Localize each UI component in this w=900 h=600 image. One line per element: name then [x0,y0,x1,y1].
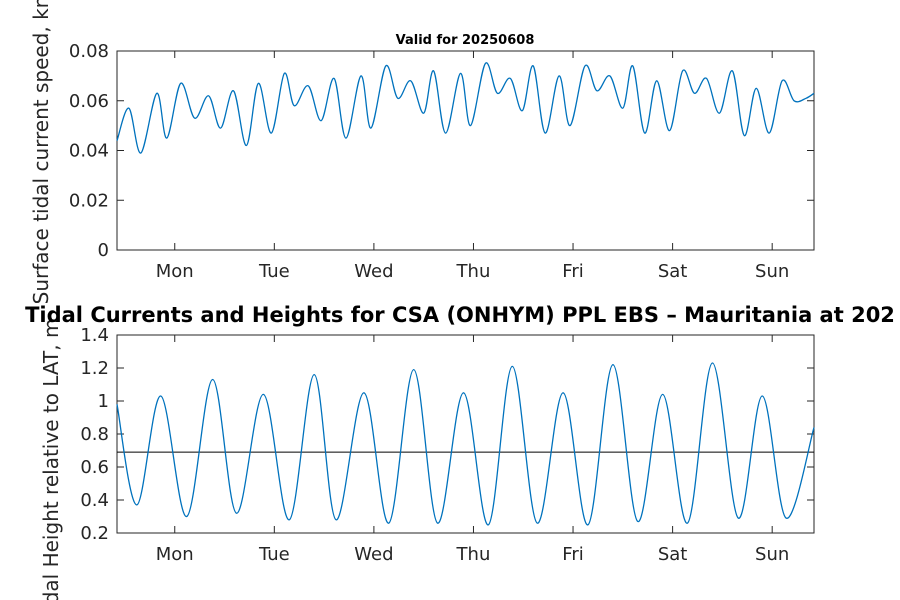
current-speed-title: Valid for 20250608 [396,33,535,48]
current-speed-series-line [116,62,815,154]
tidal-height-xtick-label: Fri [562,544,583,565]
current-speed-series [116,62,815,154]
current-speed-xtick-label: Sun [755,261,789,282]
current-speed-ytick-label: 0 [98,240,109,261]
tidal-height-ytick-label: 1.2 [80,358,109,379]
tidal-height-xtick-label: Thu [456,544,491,565]
current-speed-ylabel: Surface tidal current speed, kn [29,0,53,304]
current-speed-panel: 0 0.02 0.04 0.06 0.08 Mon Tue Wed Thu Fri Sat Sun V… [29,0,815,304]
current-speed-ytick-label: 0.02 [69,190,109,211]
tidal-height-xtick-label: Wed [354,544,393,565]
current-speed-ytick-label: 0.08 [69,41,109,62]
tidal-height-xtick-label: Mon [156,544,194,565]
current-speed-xtick-label: Mon [156,261,194,282]
tidal-height-plot-area [116,334,815,534]
tidal-height-xtick-label: Sat [658,544,688,565]
tidal-height-ytick-label: 0.6 [80,457,109,478]
current-speed-xtick-label: Tue [258,261,290,282]
tidal-height-xtick-label: Sun [755,544,789,565]
tidal-height-panel: 0.2 0.4 0.6 0.8 1 1.2 1.4 Mon Tue Wed Thu Fri Sat Sun… [39,319,815,600]
tidal-height-ytick-label: 0.2 [80,523,109,544]
current-speed-xtick-label: Thu [456,261,491,282]
tidal-height-ylabel: Tidal Height relative to LAT, m [39,319,63,600]
current-speed-ticks [117,50,814,251]
tidal-height-series-line [116,362,815,526]
tidal-height-ytick-label: 0.8 [80,424,109,445]
tidal-height-ytick-label: 1.4 [80,325,109,346]
tidal-height-xtick-label: Tue [258,544,290,565]
tidal-height-tick-labels: 0.2 0.4 0.6 0.8 1 1.2 1.4 Mon Tue Wed Thu Fri Sat Sun [80,325,789,565]
current-speed-ytick-label: 0.04 [69,141,109,162]
current-speed-xtick-label: Wed [354,261,393,282]
tidal-height-ytick-label: 1 [98,391,109,412]
current-speed-plot-area [116,50,815,251]
tidal-height-ticks [117,334,814,534]
tidal-height-series [116,362,815,526]
figure-main-title: Tidal Currents and Heights for CSA (ONHY… [25,303,895,327]
current-speed-xtick-label: Fri [562,261,583,282]
current-speed-xtick-label: Sat [658,261,688,282]
tidal-height-ytick-label: 0.4 [80,490,109,511]
current-speed-tick-labels: 0 0.02 0.04 0.06 0.08 Mon Tue Wed Thu Fri Sat Sun [69,41,789,282]
current-speed-ytick-label: 0.06 [69,91,109,112]
